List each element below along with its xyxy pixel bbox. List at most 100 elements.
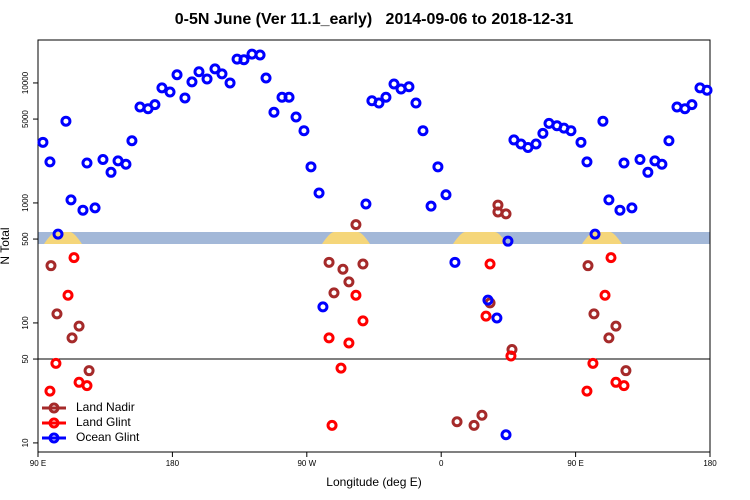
data-point (343, 337, 355, 349)
data-point (618, 157, 630, 169)
data-point (81, 380, 93, 392)
data-point (565, 125, 577, 137)
data-point (581, 156, 593, 168)
data-point (193, 66, 205, 78)
legend-label: Ocean Glint (76, 430, 140, 444)
data-point (701, 84, 713, 96)
data-point (51, 308, 63, 320)
data-point (620, 365, 632, 377)
data-point (603, 194, 615, 206)
data-point (313, 187, 325, 199)
data-point (44, 385, 56, 397)
data-point (634, 154, 646, 166)
data-point (37, 136, 49, 148)
data-point (298, 125, 310, 137)
y-tick-label: 500 (21, 232, 30, 246)
data-point (89, 202, 101, 214)
data-point (52, 228, 64, 240)
data-point (268, 106, 280, 118)
data-point (317, 301, 329, 313)
data-point (81, 157, 93, 169)
y-tick-label: 5000 (21, 110, 30, 128)
data-point (476, 409, 488, 421)
data-point (120, 158, 132, 170)
data-point (537, 127, 549, 139)
data-point (337, 263, 349, 275)
data-point (373, 97, 385, 109)
land-band (322, 232, 370, 244)
y-tick-label: 50 (21, 354, 30, 363)
data-point (260, 72, 272, 84)
chart-title: 0-5N June (Ver 11.1_early) 2014-09-06 to… (175, 11, 574, 28)
data-point (451, 416, 463, 428)
x-tick-label: 90 W (297, 459, 316, 468)
data-point (500, 208, 512, 220)
y-tick-label: 10000 (21, 71, 30, 94)
data-point (530, 138, 542, 150)
data-point (156, 82, 168, 94)
data-point (66, 332, 78, 344)
data-point (357, 315, 369, 327)
data-point (97, 154, 109, 166)
data-point (618, 380, 630, 392)
data-point (581, 385, 593, 397)
data-point (254, 49, 266, 61)
data-point (605, 252, 617, 264)
data-point (45, 260, 57, 272)
data-point (216, 68, 228, 80)
legend-marker (48, 402, 60, 414)
data-point (305, 161, 317, 173)
data-point (432, 161, 444, 173)
data-point (626, 202, 638, 214)
data-point (380, 91, 392, 103)
data-point (484, 258, 496, 270)
data-point (326, 419, 338, 431)
y-tick-label: 100 (21, 316, 30, 330)
data-point (610, 320, 622, 332)
data-point (582, 260, 594, 272)
data-point (425, 200, 437, 212)
data-point (603, 332, 615, 344)
data-point (83, 365, 95, 377)
data-point (224, 77, 236, 89)
data-point (350, 289, 362, 301)
data-point (614, 204, 626, 216)
data-point (505, 350, 517, 362)
x-axis-label: Longitude (deg E) (326, 475, 421, 489)
y-axis-label: N Total (0, 227, 12, 264)
data-point (171, 69, 183, 81)
data-point (73, 320, 85, 332)
data-point (482, 294, 494, 306)
data-point (68, 252, 80, 264)
data-point (360, 198, 372, 210)
data-point (388, 78, 400, 90)
x-tick-label: 180 (703, 459, 717, 468)
data-point (149, 99, 161, 111)
data-point (589, 228, 601, 240)
data-point (65, 194, 77, 206)
x-tick-label: 90 E (30, 459, 46, 468)
band (38, 232, 710, 244)
data-point (417, 125, 429, 137)
data-point (597, 115, 609, 127)
legend-label: Land Glint (76, 415, 131, 429)
x-tick-label: 90 E (567, 459, 583, 468)
data-point (686, 99, 698, 111)
data-point (357, 258, 369, 270)
data-point (164, 86, 176, 98)
data-point (588, 308, 600, 320)
data-point (500, 429, 512, 441)
data-point (410, 97, 422, 109)
data-point (480, 310, 492, 322)
data-point (50, 357, 62, 369)
data-point (343, 276, 355, 288)
data-point (403, 81, 415, 93)
data-point (335, 362, 347, 374)
data-point (440, 189, 452, 201)
data-point (283, 91, 295, 103)
data-point (502, 235, 514, 247)
data-point (238, 54, 250, 66)
data-point (449, 256, 461, 268)
data-point (105, 166, 117, 178)
